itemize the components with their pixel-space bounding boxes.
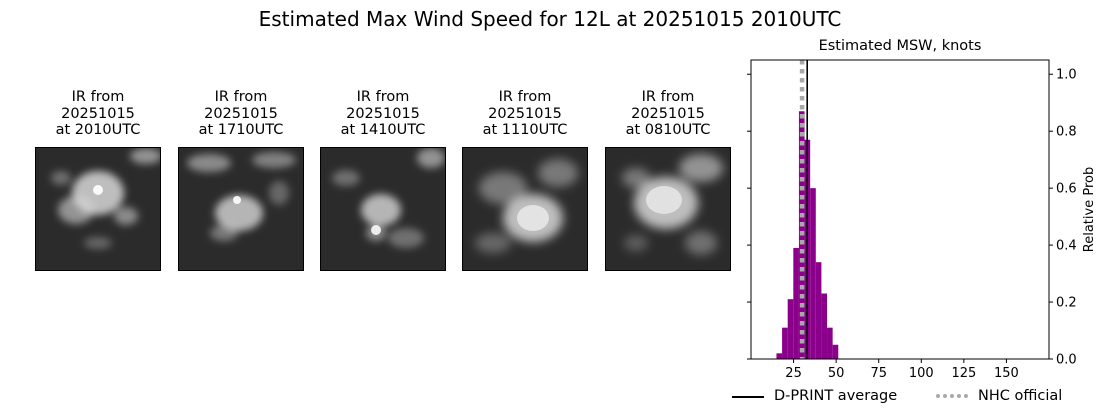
y-tick-label: 0.8	[1056, 125, 1077, 140]
chart-title: Estimated MSW, knots	[819, 38, 982, 54]
ir-title-line: IR from	[641, 89, 695, 105]
histogram-bar	[787, 299, 794, 359]
ir-panel-2: IR from 20251015 at 1710UTC	[178, 89, 304, 271]
ir-satellite-image	[178, 147, 304, 271]
x-tick-label: 75	[870, 366, 887, 381]
x-tick-label: 25	[785, 366, 802, 381]
x-tick-label: 150	[994, 366, 1019, 381]
ir-title-line: IR from	[214, 89, 268, 105]
ir-panel-3: IR from 20251015 at 1410UTC	[320, 89, 446, 271]
x-tick-label: 50	[828, 366, 845, 381]
histogram-bar	[782, 327, 788, 359]
legend-swatch-dprint	[732, 396, 764, 398]
legend-swatch-nhc	[936, 394, 968, 398]
ir-title-date: 20251015	[346, 105, 420, 122]
histogram-bar	[821, 293, 828, 359]
histogram-bar	[776, 353, 783, 359]
y-axis-label: Relative Prob	[1082, 167, 1097, 252]
ir-title-date: 20251015	[488, 105, 562, 122]
ir-satellite-image	[35, 147, 161, 271]
y-tick-label: 0.2	[1056, 296, 1077, 311]
ir-panel-title: IR from 20251015 at 2010UTC	[35, 89, 161, 141]
ir-title-date: 20251015	[631, 105, 705, 122]
histogram-bar	[832, 344, 839, 359]
ir-title-time: at 2010UTC	[55, 122, 141, 138]
ir-panel-4: IR from 20251015 at 1110UTC	[462, 89, 588, 271]
ir-panel-title: IR from 20251015 at 1410UTC	[320, 89, 446, 141]
ir-satellite-image	[320, 147, 446, 271]
ir-satellite-image	[605, 147, 731, 271]
legend: D-PRINT average NHC official	[726, 386, 1086, 406]
ir-panel-title: IR from 20251015 at 0810UTC	[605, 89, 731, 141]
ir-title-time: at 0810UTC	[625, 122, 711, 138]
ir-title-line: IR from	[71, 89, 125, 105]
plot-frame	[750, 59, 1050, 360]
histogram-bar	[810, 188, 816, 359]
legend-label-dprint: D-PRINT average	[774, 388, 898, 404]
ir-panel-title: IR from 20251015 at 1710UTC	[178, 89, 304, 141]
ir-panel-1: IR from 20251015 at 2010UTC	[35, 89, 161, 271]
y-tick-label: 0.6	[1056, 182, 1077, 197]
ir-satellite-image	[462, 147, 588, 271]
y-tick-label: 0.4	[1056, 239, 1077, 254]
ir-title-line: IR from	[498, 89, 552, 105]
legend-label-nhc: NHC official	[978, 388, 1063, 404]
ir-title-time: at 1410UTC	[340, 122, 426, 138]
figure-title: Estimated Max Wind Speed for 12L at 2025…	[258, 7, 842, 31]
x-tick-label: 100	[909, 366, 934, 381]
ir-title-date: 20251015	[61, 105, 135, 122]
ir-title-time: at 1710UTC	[198, 122, 284, 138]
histogram-bar	[815, 262, 822, 359]
histogram-bar	[827, 327, 833, 359]
ir-title-date: 20251015	[204, 105, 278, 122]
y-tick-label: 0.0	[1056, 353, 1077, 368]
y-tick-label: 1.0	[1056, 68, 1077, 83]
ir-panel-5: IR from 20251015 at 0810UTC	[605, 89, 731, 271]
x-tick-label: 125	[951, 366, 976, 381]
histogram-bar	[793, 247, 799, 359]
ir-title-time: at 1110UTC	[482, 122, 568, 138]
ir-title-line: IR from	[356, 89, 410, 105]
ir-panel-title: IR from 20251015 at 1110UTC	[462, 89, 588, 141]
